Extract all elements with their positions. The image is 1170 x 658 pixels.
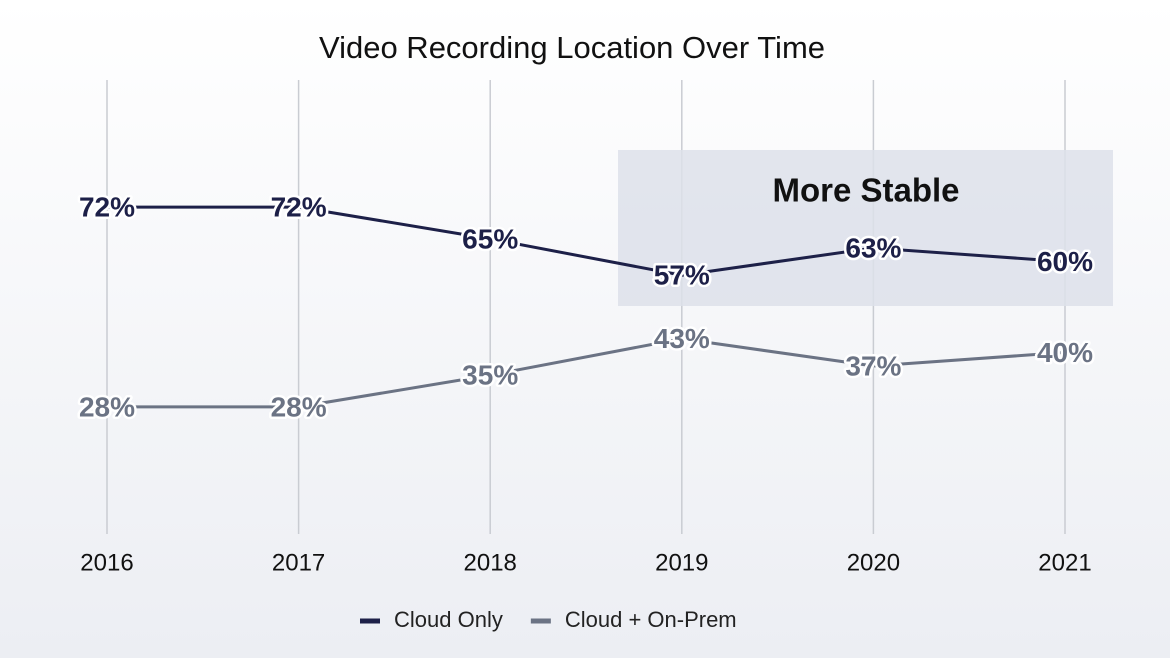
legend-label: Cloud + On-Prem <box>565 607 737 632</box>
x-tick-label: 2017 <box>272 549 325 576</box>
value-label: 60% <box>1037 246 1093 277</box>
x-tick-label: 2018 <box>464 549 517 576</box>
x-tick-label: 2019 <box>655 549 708 576</box>
value-label: 65% <box>462 223 518 254</box>
annotation: More Stable <box>772 172 959 209</box>
value-label: 35% <box>462 359 518 390</box>
value-label: 28% <box>271 391 327 422</box>
value-label: 40% <box>1037 337 1093 368</box>
value-label: 37% <box>845 350 901 381</box>
x-tick-label: 2021 <box>1038 549 1091 576</box>
value-label: 63% <box>845 232 901 263</box>
value-label: 72% <box>271 192 327 223</box>
legend-label: Cloud Only <box>394 607 503 632</box>
value-label: 43% <box>654 323 710 354</box>
chart-title: Video Recording Location Over Time <box>319 30 825 65</box>
value-label: 28% <box>79 391 135 422</box>
value-label: 57% <box>654 260 710 291</box>
x-tick-label: 2020 <box>847 549 900 576</box>
value-label: 72% <box>79 192 135 223</box>
series-line <box>107 205 1066 277</box>
series-line <box>107 337 1066 409</box>
annotation-box <box>618 150 1113 306</box>
x-tick-label: 2016 <box>80 549 133 576</box>
